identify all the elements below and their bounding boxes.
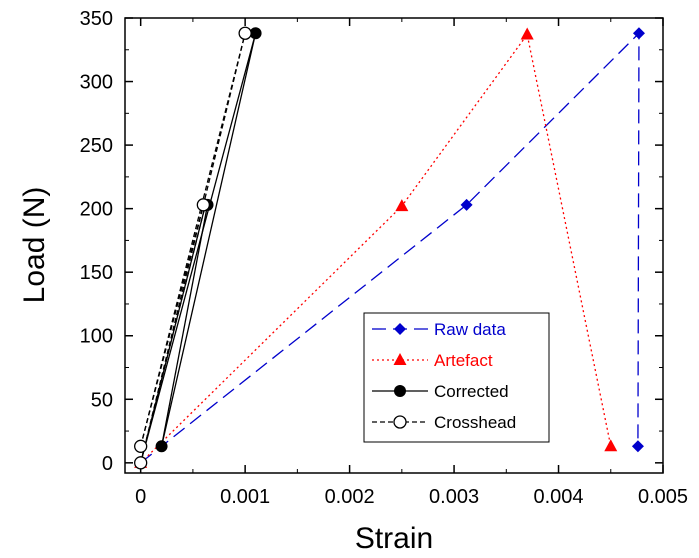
crosshead-point bbox=[134, 439, 148, 453]
y-tick-label: 150 bbox=[80, 262, 113, 284]
x-tick-label: 0.005 bbox=[638, 486, 688, 508]
legend-label-crosshead: Crosshead bbox=[434, 413, 516, 432]
crosshead-point bbox=[134, 456, 148, 470]
artefact-point bbox=[604, 439, 618, 452]
x-tick-label: 0.002 bbox=[325, 486, 375, 508]
crosshead-segment bbox=[140, 204, 207, 463]
legend-marker-corrected bbox=[394, 385, 406, 397]
raw-data-point bbox=[460, 198, 473, 211]
y-tick-label: 250 bbox=[80, 135, 113, 157]
plot-frame bbox=[124, 17, 664, 474]
raw-data-point bbox=[631, 440, 644, 453]
legend-marker-crosshead bbox=[393, 415, 407, 429]
x-axis-title: Strain bbox=[355, 522, 433, 555]
x-tick-label: 0.001 bbox=[220, 486, 270, 508]
corrected-point bbox=[155, 440, 168, 453]
artefact-point bbox=[395, 199, 409, 212]
y-tick-label: 50 bbox=[91, 389, 113, 411]
legend-marker-raw-data bbox=[394, 323, 406, 335]
legend-label-artefact: Artefact bbox=[434, 351, 493, 370]
y-axis: 0 50 100 150 200 250 300 350 bbox=[80, 8, 663, 475]
corrected-segment bbox=[160, 204, 209, 447]
series-raw-data bbox=[134, 27, 645, 469]
legend-label-raw-data: Raw data bbox=[434, 320, 506, 339]
y-tick-label: 300 bbox=[80, 72, 113, 94]
raw-data-point bbox=[632, 27, 645, 40]
corrected-segment bbox=[140, 33, 257, 464]
corrected-segment bbox=[160, 33, 257, 447]
crosshead-segment bbox=[140, 204, 204, 447]
x-tick-label: 0 bbox=[135, 486, 146, 508]
corrected-point bbox=[249, 27, 262, 40]
x-axis: 0 0.001 0.002 0.003 0.004 0.005 bbox=[135, 18, 688, 508]
y-tick-label: 350 bbox=[80, 8, 113, 30]
x-tick-label: 0.004 bbox=[534, 486, 584, 508]
y-tick-label: 100 bbox=[80, 326, 113, 348]
x-tick-label: 0.003 bbox=[429, 486, 479, 508]
crosshead-point bbox=[196, 198, 210, 212]
y-tick-label: 0 bbox=[102, 453, 113, 475]
series-crosshead bbox=[134, 26, 252, 470]
legend-label-corrected: Corrected bbox=[434, 382, 509, 401]
raw-data-line bbox=[140, 31, 640, 464]
crosshead-point bbox=[238, 26, 252, 40]
artefact-point bbox=[520, 27, 534, 40]
y-axis-title: Load (N) bbox=[18, 187, 51, 304]
series-corrected bbox=[134, 27, 262, 469]
series-layer bbox=[134, 26, 645, 470]
y-tick-label: 200 bbox=[80, 199, 113, 221]
legend: Raw data Artefact Corrected Crosshead bbox=[363, 312, 550, 443]
legend-marker-artefact bbox=[393, 353, 407, 365]
crosshead-segment bbox=[140, 33, 246, 447]
